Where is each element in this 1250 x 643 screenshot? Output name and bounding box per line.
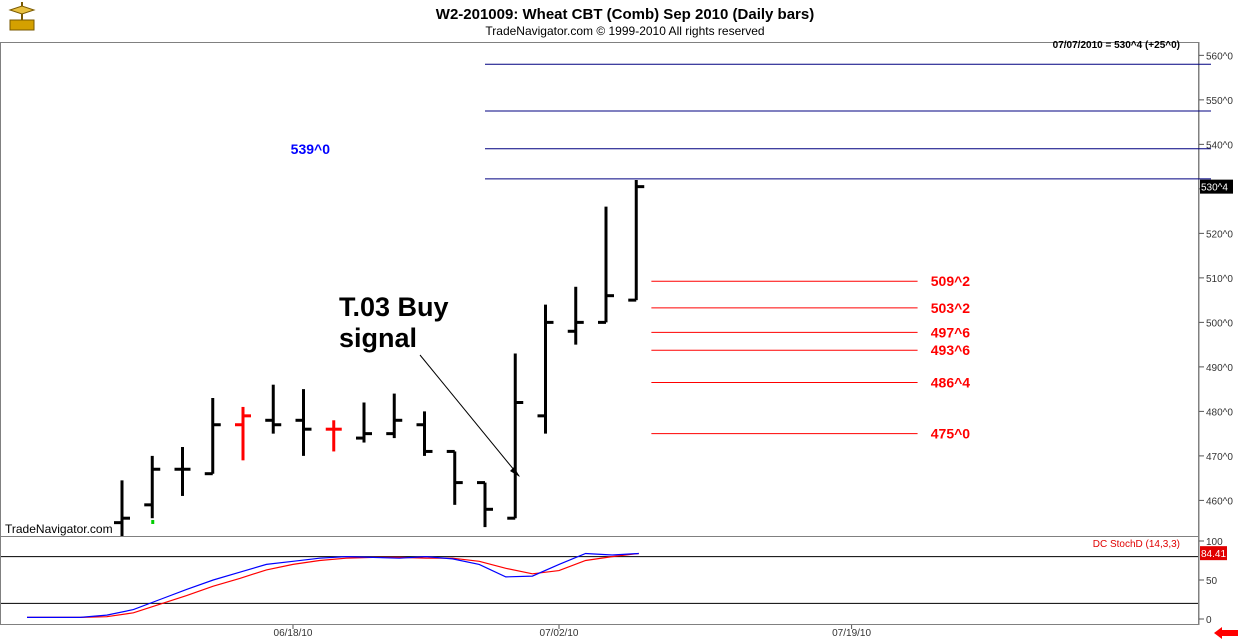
ohlc-bar-16 [598, 206, 614, 324]
price-tick-label-8: 540^0 [1206, 140, 1233, 151]
level-label-4: 509^2 [931, 273, 971, 289]
watermark: TradeNavigator.com [5, 522, 113, 536]
ohlc-bar-13 [507, 353, 524, 520]
last-price-label: 530^4 [1201, 183, 1228, 194]
level-label-9: 475^0 [931, 426, 971, 442]
level-label-6: 497^6 [931, 324, 971, 340]
price-tick-label-10: 560^0 [1206, 51, 1233, 62]
green-marker [151, 519, 155, 524]
annotation-arrow-line [419, 354, 520, 477]
chart-title: W2-201009: Wheat CBT (Comb) Sep 2010 (Da… [436, 6, 814, 23]
stoch-d-line [27, 552, 639, 618]
level-label-7: 493^6 [931, 342, 971, 358]
annotation-line-1: signal [339, 323, 417, 353]
ind-tick-label-2: 100 [1206, 537, 1223, 548]
date-label-0: 06/18/10 [274, 628, 313, 639]
price-tick-label-5: 510^0 [1206, 274, 1233, 285]
scroll-left-arrow-icon[interactable] [1212, 626, 1240, 640]
annotation-arrowhead-icon [510, 467, 520, 477]
ohlc-bar-2 [174, 446, 191, 496]
ohlc-bar-8 [356, 402, 372, 443]
level-label-8: 486^4 [931, 374, 971, 390]
price-tick-label-9: 550^0 [1206, 96, 1233, 107]
price-tick-label-0: 460^0 [1206, 496, 1233, 507]
price-tick-label-4: 500^0 [1206, 318, 1233, 329]
price-tick-label-6: 520^0 [1206, 229, 1233, 240]
ohlc-bar-1 [144, 455, 161, 519]
last-quote: 07/07/2010 = 530^4 (+25^0) [1053, 40, 1180, 51]
price-axis: 460^0470^0480^0490^0500^0510^0520^0530^0… [1199, 51, 1233, 507]
indicator-value: 84.41 [1201, 549, 1226, 560]
level-label-2: 539^0 [291, 141, 331, 157]
chart-subtitle: TradeNavigator.com © 1999-2010 All right… [485, 24, 764, 38]
price-tick-label-1: 470^0 [1206, 452, 1233, 463]
level-label-5: 503^2 [931, 300, 971, 316]
price-tick-label-3: 490^0 [1206, 363, 1233, 374]
stoch-k-line [27, 552, 639, 618]
price-bars [114, 179, 645, 536]
ohlc-bar-15 [567, 286, 584, 345]
stochastic-indicator: 0 50 100 DC StochD (14,3,3) 84.41 [1, 537, 1227, 626]
date-label-1: 07/02/10 [540, 628, 579, 639]
ohlc-bar-14 [537, 304, 554, 434]
price-pane-frame [0, 42, 1199, 537]
ohlc-bar-9 [386, 393, 403, 439]
date-label-2: 07/19/10 [832, 628, 871, 639]
ohlc-bar-11 [446, 449, 463, 505]
ohlc-bar-6 [295, 389, 312, 456]
ohlc-bar-3 [204, 398, 221, 476]
indicator-pane-frame [0, 536, 1199, 625]
ind-tick-label-0: 0 [1206, 615, 1212, 626]
indicator-name: DC StochD (14,3,3) [1093, 539, 1180, 550]
ohlc-bar-4 [235, 406, 251, 461]
ohlc-bar-0 [114, 480, 130, 536]
ohlc-bar-17 [628, 179, 645, 302]
ohlc-bar-7 [325, 420, 342, 452]
ohlc-bar-12 [477, 481, 493, 528]
last-price-badge [1200, 179, 1233, 194]
price-tick-label-2: 480^0 [1206, 407, 1233, 418]
annotation-line-0: T.03 Buy [339, 292, 449, 322]
ind-tick-label-1: 50 [1206, 576, 1218, 587]
indicator-value-badge [1200, 546, 1227, 561]
trade-navigator-logo-icon [8, 2, 36, 31]
ohlc-bar-10 [416, 411, 433, 456]
ohlc-bar-5 [265, 384, 282, 434]
date-axis: 06/18/10 07/02/10 07/19/10 [274, 625, 871, 639]
price-levels: 558^0547^4539^0532^2509^2503^2497^6493^6… [291, 63, 1211, 442]
